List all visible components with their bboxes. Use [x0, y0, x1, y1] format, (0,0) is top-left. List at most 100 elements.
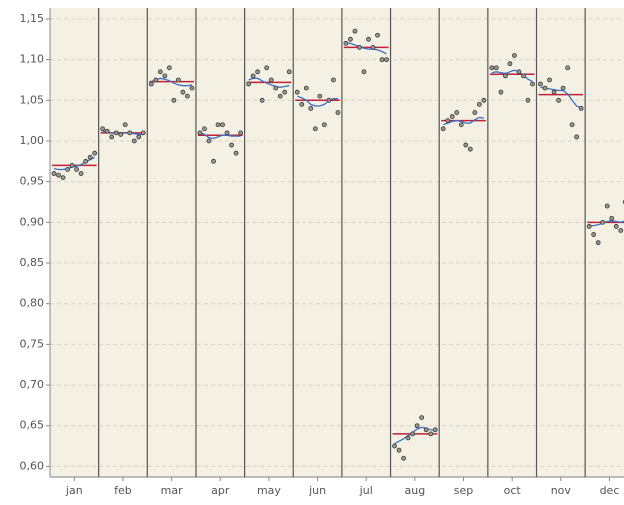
y-tick-label: 0,60	[20, 459, 45, 472]
y-tick-label: 0,80	[20, 297, 45, 310]
data-point	[384, 57, 389, 63]
data-point	[375, 32, 380, 38]
data-point	[574, 134, 580, 140]
data-point	[113, 130, 119, 136]
data-point	[516, 69, 522, 75]
data-point	[294, 89, 300, 95]
y-tick-label: 0,70	[20, 378, 45, 391]
x-tick-label: jul	[359, 484, 373, 497]
data-point	[211, 158, 216, 164]
x-tick-label: feb	[114, 484, 132, 497]
y-tick-label: 1,05	[20, 93, 45, 106]
data-point	[180, 89, 186, 95]
x-tick-label: jan	[65, 484, 83, 497]
data-point	[273, 85, 279, 91]
data-point	[220, 122, 225, 128]
data-point	[255, 69, 261, 75]
data-point	[472, 110, 478, 115]
y-tick-label: 0,85	[20, 256, 45, 269]
data-point	[521, 73, 526, 79]
y-tick-label: 1,00	[20, 134, 45, 147]
smooth-line	[491, 69, 533, 83]
data-point	[569, 122, 575, 128]
data-point	[551, 89, 557, 95]
smooth-line	[394, 426, 436, 445]
y-tick-label: 1,10	[20, 53, 45, 66]
data-point	[83, 158, 89, 164]
data-point	[547, 77, 552, 83]
data-point	[264, 65, 270, 71]
data-point	[467, 146, 473, 152]
data-point	[423, 427, 429, 433]
data-point	[502, 73, 508, 79]
data-point	[366, 36, 371, 42]
y-tick-label: 0,95	[20, 175, 45, 188]
data-point	[530, 81, 535, 87]
data-point	[525, 97, 531, 103]
data-point	[352, 28, 358, 34]
x-tick-label: oct	[504, 484, 522, 497]
data-point	[321, 122, 327, 128]
data-point	[335, 110, 341, 115]
data-point	[565, 65, 570, 71]
data-point	[556, 97, 561, 103]
data-point	[419, 415, 425, 421]
smooth-line	[248, 77, 290, 88]
data-point	[458, 122, 464, 128]
data-point	[405, 435, 411, 441]
x-tick-label: nov	[551, 484, 572, 497]
data-point	[286, 69, 292, 75]
data-point	[92, 150, 98, 156]
data-point	[326, 97, 332, 103]
data-point	[140, 130, 146, 136]
data-point	[512, 53, 517, 58]
data-point	[65, 167, 70, 172]
smooth-line	[345, 41, 387, 55]
data-point	[202, 126, 207, 132]
data-point	[127, 130, 133, 136]
data-point	[171, 97, 177, 103]
data-point	[410, 431, 416, 437]
data-point	[538, 81, 543, 87]
data-point	[69, 162, 75, 168]
x-tick-label: apr	[211, 484, 230, 497]
data-point	[109, 134, 115, 140]
data-point	[609, 215, 615, 221]
data-point	[122, 122, 128, 128]
data-point	[618, 228, 624, 233]
data-point	[507, 61, 513, 67]
data-point	[148, 81, 154, 87]
data-point	[162, 73, 168, 79]
data-point	[157, 69, 163, 75]
data-point	[246, 81, 252, 87]
smooth-line	[297, 95, 338, 107]
data-point	[348, 36, 353, 42]
data-point	[357, 45, 362, 50]
data-point	[153, 77, 159, 83]
data-point	[197, 130, 203, 136]
data-point	[206, 138, 212, 144]
y-tick-label: 0,65	[20, 419, 45, 432]
data-point	[233, 150, 239, 156]
data-point	[312, 126, 318, 132]
data-point	[215, 122, 221, 128]
data-point	[317, 93, 323, 99]
data-point	[282, 89, 288, 95]
x-tick-label: may	[257, 484, 281, 497]
smooth-line	[199, 132, 241, 140]
data-point	[104, 128, 110, 134]
y-tick-label: 0,90	[20, 215, 45, 228]
data-point	[308, 106, 314, 111]
data-point	[343, 40, 349, 46]
data-point	[100, 126, 106, 132]
x-tick-label: mar	[161, 484, 183, 497]
data-point	[476, 101, 482, 107]
smooth-line	[589, 220, 624, 227]
data-point	[131, 138, 137, 144]
data-point	[595, 240, 601, 246]
data-point	[224, 130, 230, 136]
data-point	[136, 134, 142, 140]
data-point	[299, 101, 305, 107]
data-point	[586, 224, 592, 229]
